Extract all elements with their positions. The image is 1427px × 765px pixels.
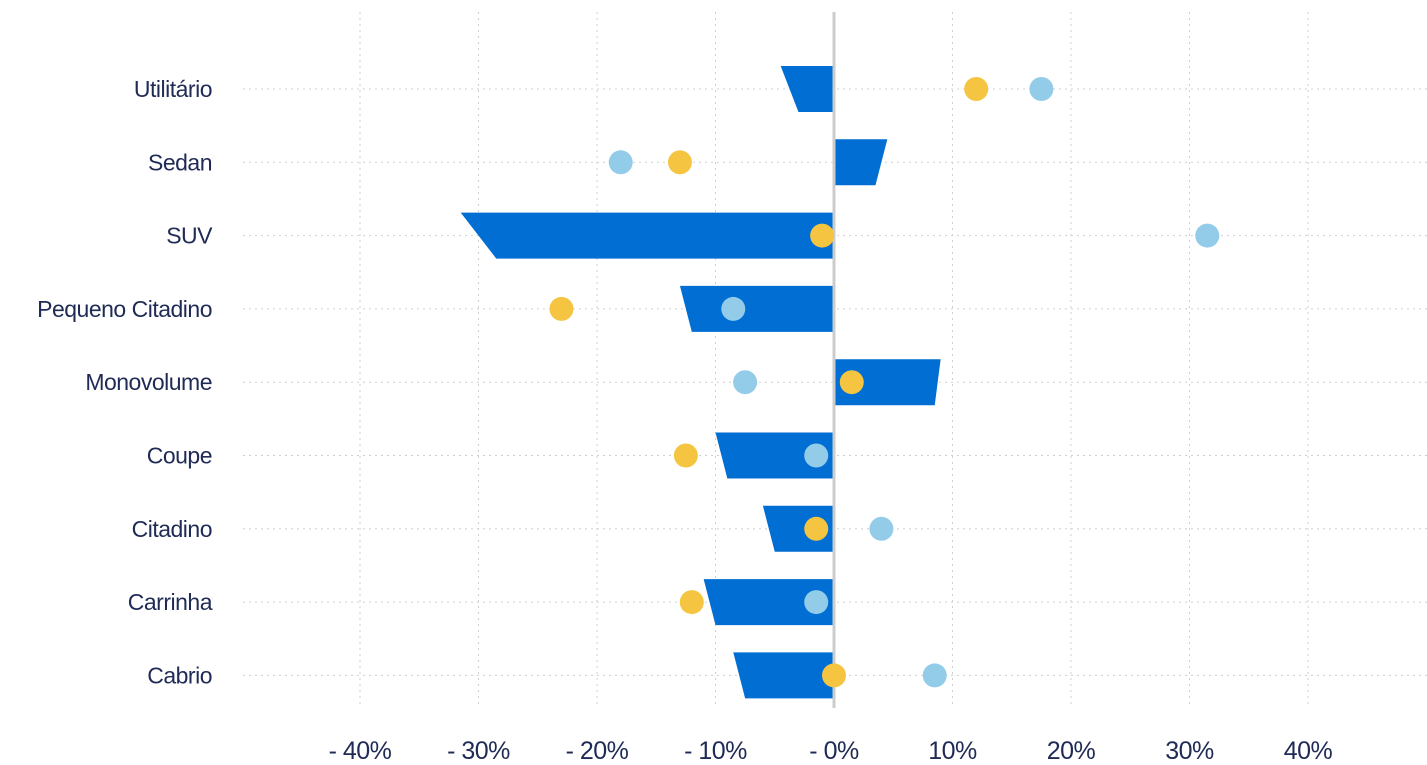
points — [549, 77, 1220, 688]
bar — [834, 139, 888, 186]
data-point — [733, 370, 758, 395]
bar — [780, 66, 834, 112]
data-point — [822, 663, 846, 688]
x-tick-label: - 0% — [809, 737, 859, 765]
data-point — [1195, 223, 1220, 248]
data-point — [673, 443, 698, 468]
bars — [460, 66, 941, 699]
bar — [733, 652, 834, 699]
x-tick-label: 30% — [1165, 737, 1214, 765]
bar — [460, 212, 834, 259]
category-label: Monovolume — [85, 369, 212, 395]
data-point — [667, 150, 692, 175]
x-tick-label: - 30% — [447, 737, 510, 765]
bar — [703, 579, 834, 626]
category-label: SUV — [166, 223, 213, 249]
data-point — [549, 296, 574, 321]
data-point — [679, 590, 704, 615]
category-label: Cabrio — [147, 662, 212, 688]
x-tick-label: 20% — [1047, 737, 1096, 765]
x-tick-label: - 10% — [684, 737, 747, 765]
data-point — [804, 590, 829, 615]
data-point — [869, 516, 894, 541]
category-label: Pequeno Citadino — [37, 296, 212, 322]
data-point — [839, 370, 864, 395]
bar — [679, 285, 834, 332]
x-tick-label: - 20% — [566, 737, 629, 765]
category-label: Citadino — [132, 516, 212, 542]
data-point — [964, 77, 989, 101]
bar — [715, 432, 834, 479]
data-point — [1029, 77, 1054, 101]
category-label: Carrinha — [128, 589, 213, 615]
bar — [834, 359, 941, 406]
data-point — [922, 663, 947, 688]
x-axis-ticks: - 40% - 30% - 20% - 10% - 0% 10% 20% 30% 40% — [329, 737, 1333, 765]
x-tick-label: 40% — [1284, 737, 1333, 765]
category-label: Sedan — [148, 149, 212, 175]
x-tick-label: 10% — [928, 737, 977, 765]
category-labels: Utilitário Sedan SUV Pequeno Citadino Monovo… — [37, 76, 214, 688]
data-point — [810, 223, 835, 248]
data-point — [804, 443, 829, 468]
data-point — [721, 296, 746, 321]
data-point — [608, 150, 633, 175]
grid — [243, 12, 1427, 708]
x-tick-label: - 40% — [329, 737, 392, 765]
category-label: Coupe — [147, 443, 212, 469]
data-point — [804, 516, 829, 541]
category-label: Utilitário — [134, 76, 212, 102]
